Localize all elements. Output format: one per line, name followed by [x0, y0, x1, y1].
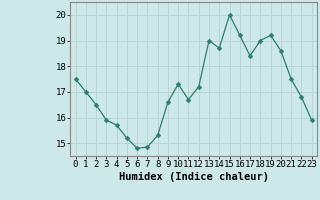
X-axis label: Humidex (Indice chaleur): Humidex (Indice chaleur) [119, 172, 268, 182]
